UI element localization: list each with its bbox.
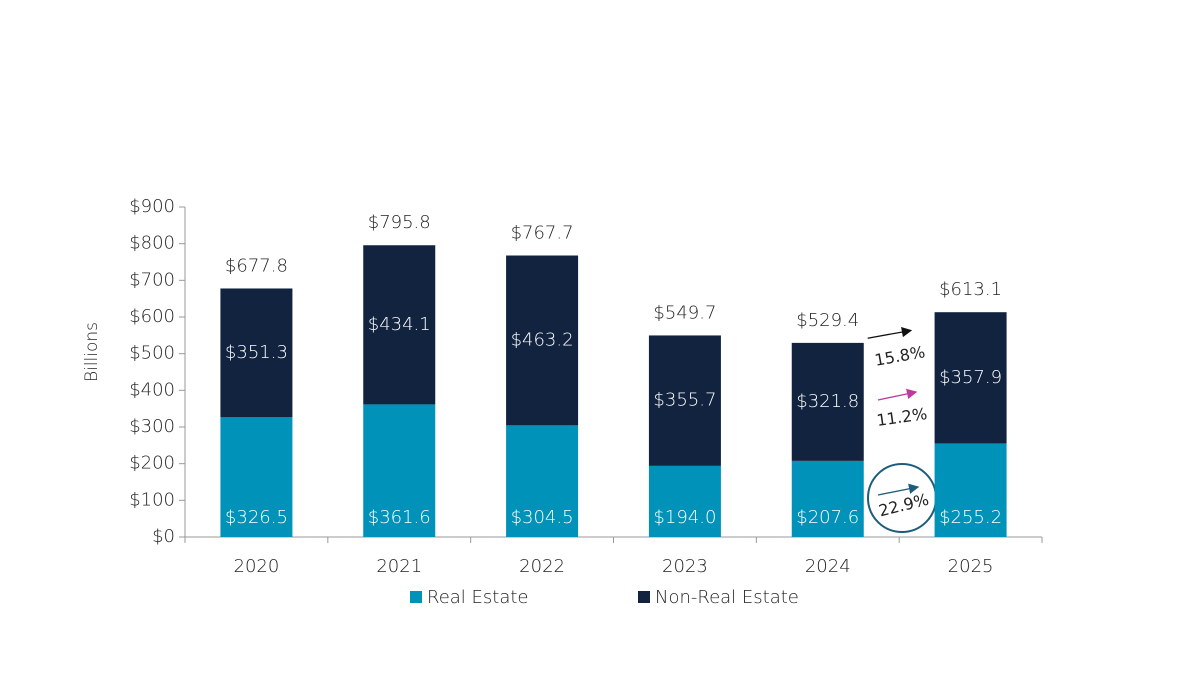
y-tick-label: $600: [129, 306, 175, 327]
annotation: 11.2%: [875, 404, 928, 430]
y-tick-label: $200: [129, 453, 175, 474]
value-label: $434.1: [368, 314, 431, 335]
y-tick-label: $300: [129, 416, 175, 437]
bar-segment: [220, 417, 293, 537]
arrow: [877, 388, 918, 401]
legend-swatch: [638, 591, 650, 603]
total-label: $795.8: [368, 212, 431, 233]
x-tick-label: 2021: [376, 556, 422, 577]
legend-label: Real Estate: [427, 587, 529, 608]
legend-swatch: [410, 591, 422, 603]
y-tick-label: $700: [129, 269, 175, 290]
bar-segment: [648, 335, 721, 466]
bar-segment: [363, 404, 436, 537]
value-label: $326.5: [225, 507, 288, 528]
bar-segment: [791, 342, 864, 461]
y-axis-label: Billions: [82, 322, 102, 382]
y-tick-label: $400: [129, 379, 175, 400]
bar-segment: [220, 288, 293, 418]
value-label: $463.2: [511, 329, 574, 350]
x-tick-label: 2023: [662, 556, 708, 577]
value-label: $304.5: [511, 507, 574, 528]
y-tick-label: $100: [129, 489, 175, 510]
y-tick-label: $900: [129, 196, 175, 217]
arrow: [877, 483, 920, 496]
bar-segment: [363, 245, 436, 405]
total-label: $767.7: [511, 223, 574, 244]
y-tick-label: $800: [129, 233, 175, 254]
y-tick-label: $500: [129, 343, 175, 364]
value-label: $357.9: [939, 367, 1002, 388]
value-label: $361.6: [368, 507, 431, 528]
bar-segment: [506, 425, 579, 537]
value-label: $351.3: [225, 342, 288, 363]
total-label: $529.4: [796, 310, 859, 331]
x-tick-label: 2022: [519, 556, 565, 577]
x-tick-label: 2025: [948, 556, 994, 577]
value-label: $321.8: [796, 391, 859, 412]
value-label: $194.0: [653, 507, 716, 528]
total-label: $677.8: [225, 255, 288, 276]
value-label: $255.2: [939, 507, 1002, 528]
bar-segment: [791, 460, 864, 537]
bar-segment: [934, 443, 1007, 537]
value-label: $207.6: [796, 507, 859, 528]
total-label: $549.7: [653, 302, 716, 323]
y-tick-label: $0: [152, 526, 175, 547]
bar-segment: [648, 465, 721, 537]
value-label: $355.7: [653, 390, 716, 411]
bar-segment: [934, 312, 1007, 444]
x-tick-label: 2024: [805, 556, 851, 577]
annotation: 15.8%: [873, 342, 926, 370]
total-label: $613.1: [939, 279, 1002, 300]
x-tick-label: 2020: [234, 556, 280, 577]
arrow: [867, 326, 913, 339]
legend-label: Non-Real Estate: [655, 587, 799, 608]
bar-segment: [506, 255, 579, 426]
